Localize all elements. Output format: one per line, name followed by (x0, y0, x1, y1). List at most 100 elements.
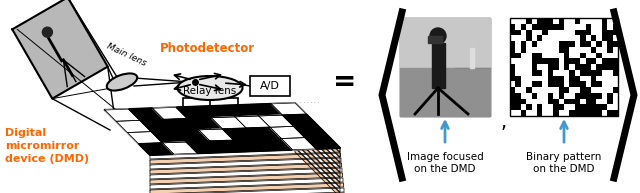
Bar (580, 30, 586, 35)
Bar (526, 24, 532, 30)
Bar (526, 18, 532, 24)
Polygon shape (105, 109, 140, 121)
Bar (596, 35, 602, 41)
Bar (570, 70, 575, 76)
Bar (575, 70, 580, 76)
Bar (559, 52, 564, 58)
Polygon shape (163, 142, 198, 154)
Bar (586, 35, 591, 41)
Polygon shape (150, 183, 344, 193)
Bar (602, 110, 607, 116)
Bar (250, 76, 290, 96)
Polygon shape (428, 36, 442, 43)
Bar (537, 110, 543, 116)
Polygon shape (12, 0, 108, 99)
Polygon shape (139, 143, 173, 155)
Bar (543, 24, 548, 30)
Bar (521, 93, 526, 99)
Bar (602, 24, 607, 30)
Bar (602, 76, 607, 81)
Bar (548, 87, 553, 93)
Bar (548, 81, 553, 87)
Bar (526, 81, 532, 87)
Bar (575, 81, 580, 87)
Bar (586, 99, 591, 104)
Polygon shape (295, 123, 340, 172)
Bar (586, 58, 591, 64)
Bar (515, 47, 521, 52)
Bar (596, 104, 602, 110)
Bar (570, 93, 575, 99)
Bar (596, 87, 602, 93)
Bar (521, 18, 526, 24)
Polygon shape (234, 139, 269, 152)
Polygon shape (200, 106, 235, 118)
Bar (607, 70, 612, 76)
Bar (515, 110, 521, 116)
Polygon shape (211, 117, 246, 129)
Bar (564, 87, 570, 93)
Bar (575, 35, 580, 41)
Polygon shape (127, 132, 163, 144)
Bar (580, 64, 586, 70)
Bar (543, 30, 548, 35)
Bar (521, 104, 526, 110)
Bar (607, 87, 612, 93)
Bar (526, 70, 532, 76)
Bar (612, 93, 618, 99)
Bar (521, 47, 526, 52)
Bar (612, 110, 618, 116)
Bar (553, 58, 559, 64)
Bar (607, 52, 612, 58)
Bar (612, 52, 618, 58)
Text: Photodetector: Photodetector (159, 41, 255, 54)
Bar (586, 30, 591, 35)
Polygon shape (210, 140, 245, 152)
Bar (543, 47, 548, 52)
Bar (526, 87, 532, 93)
Bar (570, 35, 575, 41)
Bar (570, 41, 575, 47)
Bar (575, 99, 580, 104)
Bar (570, 81, 575, 87)
Bar (553, 52, 559, 58)
Bar (543, 70, 548, 76)
Polygon shape (150, 168, 342, 179)
Bar (521, 87, 526, 93)
Bar (580, 18, 586, 24)
Bar (543, 99, 548, 104)
Bar (537, 81, 543, 87)
Bar (575, 52, 580, 58)
Bar (580, 99, 586, 104)
Bar (548, 70, 553, 76)
Text: A/D: A/D (260, 81, 280, 91)
Polygon shape (150, 153, 340, 164)
Bar (570, 87, 575, 93)
Bar (543, 18, 548, 24)
Polygon shape (150, 173, 342, 184)
Bar (612, 24, 618, 30)
Bar (532, 24, 537, 30)
Bar (586, 104, 591, 110)
Bar (548, 35, 553, 41)
Bar (607, 41, 612, 47)
Bar (521, 52, 526, 58)
Bar (586, 110, 591, 116)
Bar (607, 76, 612, 81)
Bar (526, 41, 532, 47)
Bar (586, 24, 591, 30)
Bar (570, 47, 575, 52)
Circle shape (430, 28, 446, 44)
Bar (559, 110, 564, 116)
Bar (596, 24, 602, 30)
Bar (586, 41, 591, 47)
Bar (564, 35, 570, 41)
Polygon shape (224, 105, 259, 117)
Bar (521, 35, 526, 41)
Bar (596, 47, 602, 52)
Bar (548, 93, 553, 99)
Text: Digital
micromirror
device (DMD): Digital micromirror device (DMD) (5, 128, 89, 164)
Bar (591, 24, 596, 30)
Polygon shape (295, 113, 340, 162)
Polygon shape (246, 127, 281, 139)
